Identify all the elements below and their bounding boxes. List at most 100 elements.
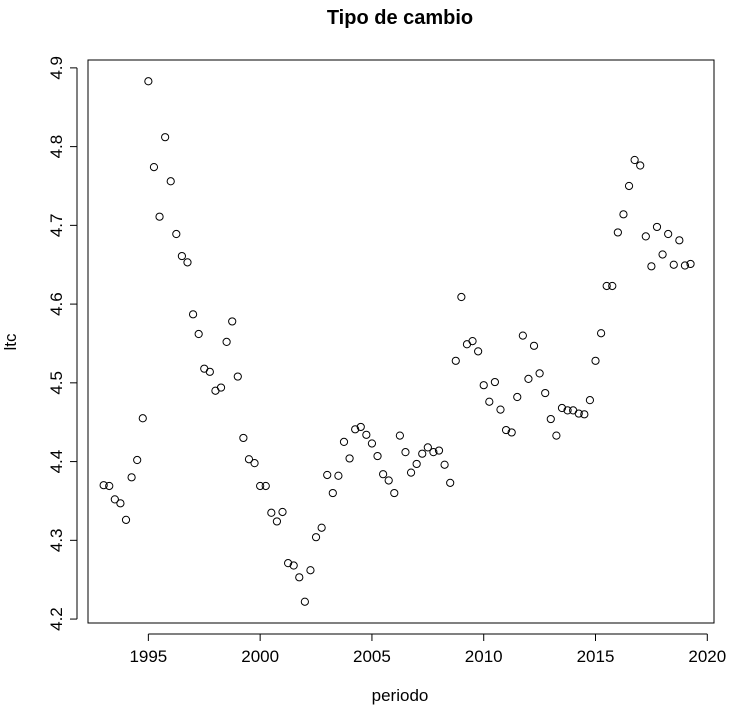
data-point	[636, 161, 645, 170]
data-point	[244, 455, 254, 464]
data-point	[289, 561, 298, 570]
data-point	[412, 459, 421, 469]
data-point	[457, 292, 466, 302]
data-point	[166, 177, 175, 186]
data-point	[110, 495, 119, 504]
data-point	[228, 317, 237, 326]
y-tick-label: 4.5	[47, 371, 66, 395]
data-point	[149, 162, 159, 172]
data-point	[529, 341, 539, 350]
data-point	[641, 232, 650, 241]
data-point	[133, 455, 142, 465]
data-point	[127, 473, 136, 482]
data-point	[256, 481, 265, 491]
data-point	[474, 347, 483, 356]
data-point	[105, 481, 114, 491]
data-point	[608, 281, 617, 291]
x-tick-label: 1995	[129, 647, 167, 666]
data-point	[680, 261, 690, 270]
data-point	[367, 439, 377, 448]
data-point	[205, 367, 214, 376]
data-point	[552, 431, 561, 440]
data-point	[267, 508, 276, 517]
data-point	[434, 446, 444, 455]
x-tick-label: 2010	[465, 647, 503, 666]
data-point	[351, 425, 360, 434]
data-point	[395, 431, 404, 440]
data-point	[513, 392, 522, 402]
data-point	[155, 212, 164, 221]
data-point	[479, 381, 488, 390]
data-point	[524, 374, 533, 384]
data-point	[602, 281, 611, 291]
plot-frame	[87, 59, 715, 624]
data-point	[222, 337, 231, 346]
data-point	[384, 476, 393, 485]
x-axis-label: periodo	[372, 686, 429, 705]
x-axis: 1995 2000 2005 2010 2015 2020	[129, 633, 726, 666]
data-point	[675, 236, 684, 245]
x-tick-label: 2015	[577, 647, 615, 666]
data-point	[418, 449, 427, 458]
data-point	[485, 397, 494, 406]
data-point	[647, 262, 656, 271]
data-point	[250, 459, 259, 468]
data-point	[233, 372, 242, 381]
data-point	[446, 478, 455, 487]
data-point	[311, 533, 321, 542]
data-point	[144, 77, 153, 86]
data-point	[501, 425, 511, 435]
data-point	[216, 383, 226, 392]
data-point	[591, 356, 600, 365]
data-point	[546, 414, 555, 424]
data-point	[194, 329, 203, 339]
chart-title: Tipo de cambio	[327, 7, 473, 29]
y-axis: 4.2 4.3 4.4 4.5 4.6 4.7 4.8 4.9	[47, 56, 78, 631]
data-point	[658, 250, 667, 259]
data-point	[613, 228, 622, 237]
data-point	[183, 258, 192, 267]
data-point	[121, 515, 131, 524]
data-point	[518, 331, 527, 340]
data-point	[99, 481, 108, 490]
data-point	[429, 448, 438, 457]
y-tick-label: 4.4	[47, 450, 66, 474]
data-point	[278, 507, 287, 517]
data-point	[373, 451, 382, 461]
data-point	[580, 410, 589, 419]
data-point	[468, 337, 477, 346]
data-point	[390, 488, 399, 498]
data-point	[619, 210, 628, 219]
y-tick-label: 4.6	[47, 292, 66, 316]
data-point	[496, 405, 505, 414]
data-point	[490, 377, 499, 387]
data-point	[345, 454, 354, 463]
data-point	[669, 260, 678, 269]
data-point	[261, 481, 270, 491]
data-point	[323, 470, 332, 480]
y-tick-label: 4.8	[47, 135, 66, 159]
y-tick-label: 4.3	[47, 529, 66, 553]
data-point	[334, 471, 343, 480]
data-point	[652, 222, 662, 232]
data-point	[423, 443, 432, 452]
y-tick-label: 4.9	[47, 56, 66, 80]
data-point	[283, 559, 293, 568]
data-point	[239, 433, 248, 443]
data-point	[624, 181, 634, 191]
data-point	[585, 396, 595, 405]
data-point	[630, 155, 639, 165]
data-point	[406, 468, 416, 477]
data-point	[379, 470, 388, 479]
x-tick-label: 2005	[353, 647, 391, 666]
data-point	[664, 229, 673, 239]
data-point	[535, 369, 544, 378]
data-point	[177, 251, 186, 261]
data-point	[686, 259, 695, 269]
data-point	[401, 448, 410, 457]
data-point	[328, 488, 337, 498]
data-points	[99, 77, 695, 606]
x-tick-label: 2020	[688, 647, 726, 666]
data-point	[300, 597, 309, 606]
